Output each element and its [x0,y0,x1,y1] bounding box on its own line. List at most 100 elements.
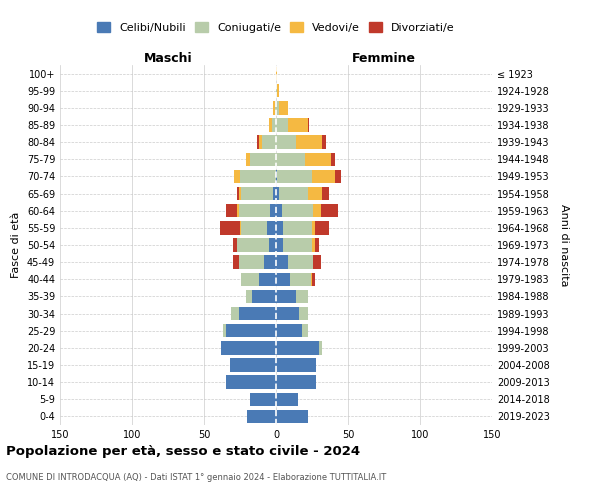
Y-axis label: Fasce di età: Fasce di età [11,212,21,278]
Bar [296,136,322,149]
Bar [240,221,241,234]
Bar [239,204,270,218]
Bar [312,221,315,234]
Bar [230,358,276,372]
Bar [276,67,277,80]
Bar [262,136,276,149]
Bar [279,101,287,114]
Bar [331,152,335,166]
Bar [276,392,298,406]
Bar [232,307,239,320]
Bar [276,101,279,114]
Bar [315,238,319,252]
Bar [276,221,283,234]
Bar [237,187,239,200]
Text: Maschi: Maschi [143,52,193,65]
Bar [282,204,313,218]
Bar [273,101,275,114]
Bar [276,238,283,252]
Bar [246,152,250,166]
Bar [241,187,273,200]
Bar [240,170,276,183]
Text: COMUNE DI INTRODACQUA (AQ) - Dati ISTAT 1° gennaio 2024 - Elaborazione TUTTITALI: COMUNE DI INTRODACQUA (AQ) - Dati ISTAT … [6,472,386,482]
Bar [308,118,309,132]
Bar [221,341,276,354]
Bar [305,152,331,166]
Bar [277,170,312,183]
Text: Femmine: Femmine [352,52,416,65]
Bar [241,221,268,234]
Bar [287,256,313,269]
Bar [276,410,308,423]
Bar [257,136,259,149]
Bar [223,324,226,338]
Bar [276,324,302,338]
Bar [237,238,269,252]
Bar [250,152,276,166]
Bar [276,272,290,286]
Bar [276,376,316,389]
Bar [335,170,341,183]
Bar [308,187,322,200]
Bar [276,256,287,269]
Bar [276,118,287,132]
Bar [259,272,276,286]
Bar [322,136,326,149]
Bar [276,187,279,200]
Bar [319,341,322,354]
Bar [302,324,308,338]
Bar [276,341,319,354]
Bar [226,324,276,338]
Bar [287,118,308,132]
Bar [272,118,276,132]
Bar [220,221,240,234]
Bar [239,187,241,200]
Bar [276,136,296,149]
Bar [275,101,276,114]
Bar [237,204,239,218]
Y-axis label: Anni di nascita: Anni di nascita [559,204,569,286]
Bar [312,170,335,183]
Bar [241,272,259,286]
Bar [269,238,276,252]
Bar [313,256,320,269]
Bar [312,272,315,286]
Bar [313,204,320,218]
Bar [226,376,276,389]
Bar [299,307,308,320]
Bar [315,221,329,234]
Bar [251,290,276,303]
Bar [259,136,262,149]
Bar [276,170,277,183]
Bar [269,118,272,132]
Bar [273,187,276,200]
Bar [276,290,296,303]
Legend: Celibi/Nubili, Coniugati/e, Vedovi/e, Divorziati/e: Celibi/Nubili, Coniugati/e, Vedovi/e, Di… [95,20,457,36]
Bar [239,307,276,320]
Bar [290,272,311,286]
Bar [312,238,315,252]
Text: Popolazione per età, sesso e stato civile - 2024: Popolazione per età, sesso e stato civil… [6,445,360,458]
Bar [320,204,338,218]
Bar [246,290,251,303]
Bar [233,238,237,252]
Bar [276,152,305,166]
Bar [234,170,240,183]
Bar [268,221,276,234]
Bar [322,187,329,200]
Bar [283,238,312,252]
Bar [279,187,308,200]
Bar [276,307,299,320]
Bar [276,204,282,218]
Bar [250,392,276,406]
Bar [226,204,237,218]
Bar [277,84,279,98]
Bar [296,290,308,303]
Bar [239,256,265,269]
Bar [311,272,312,286]
Bar [265,256,276,269]
Bar [233,256,239,269]
Bar [276,84,277,98]
Bar [247,410,276,423]
Bar [276,358,316,372]
